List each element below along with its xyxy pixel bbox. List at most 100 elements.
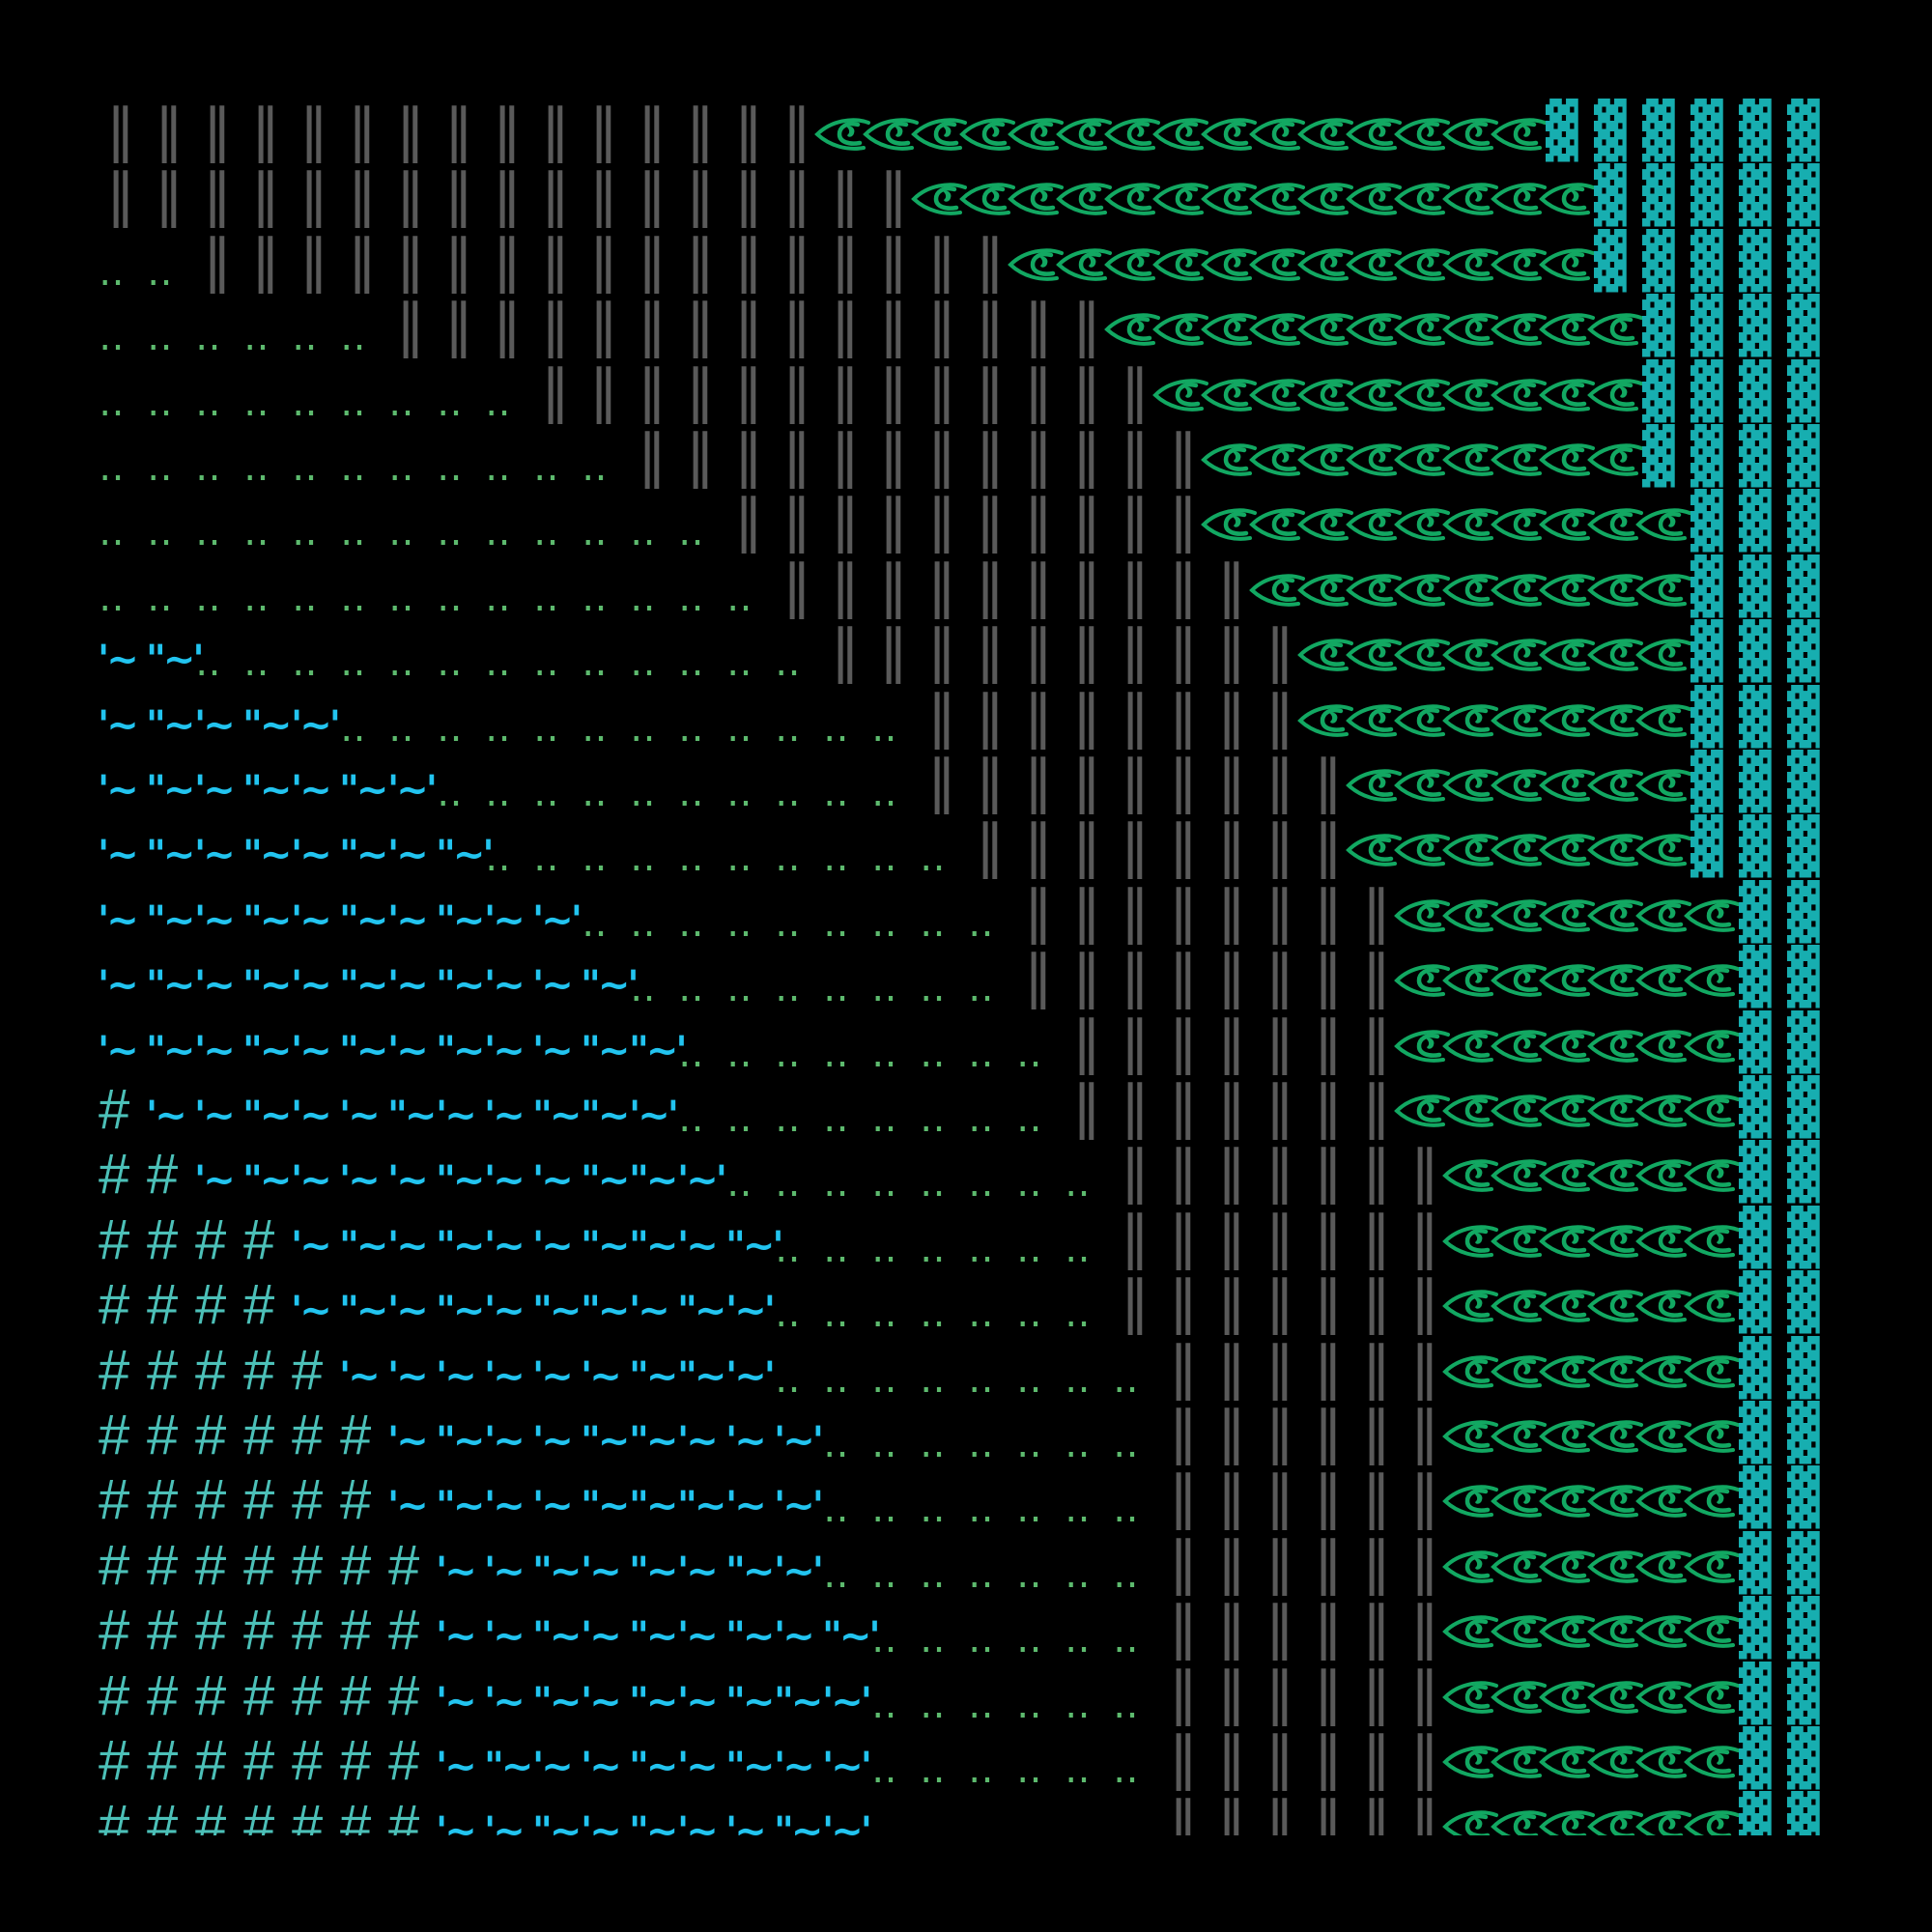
block-char: ▓ <box>1787 815 1820 879</box>
dots-glyph: ‥ <box>869 1660 918 1724</box>
block-char: ▓ <box>1690 815 1723 879</box>
bar-glyph: ‖ <box>821 422 869 487</box>
art-row: ‖‖‖‖‖‖‖‖‖‖‖‖‖‖‖‖‖▓▓▓▓▓▓ <box>97 161 1835 226</box>
bar-glyph: ‖ <box>580 357 628 422</box>
block-glyph: ▓ <box>1787 487 1835 552</box>
bar-char: ‖ <box>1265 1203 1294 1271</box>
bar-char: ‖ <box>1121 356 1150 425</box>
wave-char: '~ <box>677 1419 719 1463</box>
wave-char: '~ <box>725 1484 767 1529</box>
block-glyph: ▓ <box>1690 812 1739 877</box>
block-glyph: ▓ <box>1739 292 1787 356</box>
wave-char: '~ <box>484 1028 526 1073</box>
block-glyph: ▓ <box>1739 227 1787 292</box>
bar-glyph: ‖ <box>966 227 1014 292</box>
bar-glyph: ‖ <box>724 227 773 292</box>
bar-glyph: ‖ <box>1304 1594 1352 1659</box>
bar-char: ‖ <box>1314 1008 1343 1076</box>
bar-char: ‖ <box>1314 1528 1343 1597</box>
eye-icon <box>1539 508 1595 542</box>
dots-char: ‥ <box>726 640 753 686</box>
wave-char: '~ <box>98 638 139 683</box>
dots-char: ‥ <box>871 1682 897 1727</box>
wave-glyph: '~ <box>724 1399 773 1463</box>
wave-glyph: "~ <box>676 1268 726 1333</box>
wave-glyph: '~ <box>483 878 531 943</box>
dots-glyph: ‥ <box>918 1724 966 1789</box>
block-glyph: ▓ <box>1787 1138 1835 1203</box>
block-char: ▓ <box>1739 1076 1772 1139</box>
wave-char: "~ <box>436 1158 485 1204</box>
dots-char: ‥ <box>1065 1487 1091 1532</box>
dots-glyph: ‥ <box>966 943 1014 1008</box>
bar-char: ‖ <box>927 292 956 360</box>
bar-char: ‖ <box>1265 943 1294 1011</box>
wave-glyph: '~ <box>193 1073 242 1138</box>
block-char: ▓ <box>1690 425 1723 488</box>
eye-glyph <box>1539 812 1595 877</box>
hash-glyph: # <box>242 1660 290 1724</box>
wave-char: "~ <box>629 1548 678 1594</box>
block-char: ▓ <box>1787 946 1820 1009</box>
dots-char: ‥ <box>1065 1292 1091 1337</box>
bar-glyph: ‖ <box>1304 943 1352 1008</box>
hash-glyph: # <box>97 1529 145 1594</box>
wave-glyph: '~ <box>97 812 145 877</box>
bar-char: ‖ <box>734 292 763 360</box>
eye-icon <box>1539 574 1595 607</box>
block-glyph: ▓ <box>1739 1724 1787 1789</box>
dots-glyph: ‥ <box>966 1009 1014 1073</box>
wave-glyph: "~ <box>580 1009 630 1073</box>
dots-glyph: ‥ <box>338 422 386 487</box>
bar-char: ‖ <box>396 292 425 360</box>
bar-glyph: ‖ <box>918 553 966 617</box>
eye-icon <box>1201 118 1257 151</box>
block-char: ▓ <box>1690 751 1723 813</box>
wave-glyph: "~ <box>242 748 292 812</box>
eye-icon <box>1491 508 1547 542</box>
bar-char: ‖ <box>1024 356 1053 425</box>
bar-glyph: ‖ <box>1014 748 1063 812</box>
hash-glyph: # <box>386 1529 435 1594</box>
eye-icon <box>1491 703 1547 737</box>
wave-glyph: '~ <box>483 1073 531 1138</box>
block-char: ▓ <box>1642 99 1675 162</box>
hash-glyph: # <box>338 1529 386 1594</box>
bar-glyph: ‖ <box>242 97 290 161</box>
eye-icon <box>1635 769 1691 802</box>
dots-char: ‥ <box>582 575 608 620</box>
bar-glyph: ‖ <box>1159 683 1208 748</box>
wave-glyph: '~ <box>676 1204 724 1268</box>
dots-glyph: ‥ <box>869 1204 918 1268</box>
eye-icon <box>1587 1290 1643 1322</box>
bar-char: ‖ <box>782 552 811 620</box>
wave-char: '~ <box>484 1614 526 1660</box>
dots-glyph: ‥ <box>531 617 580 682</box>
bar-glyph: ‖ <box>1159 748 1208 812</box>
block-glyph: ▓ <box>1739 1334 1787 1399</box>
dots-char: ‥ <box>195 575 221 620</box>
bar-char: ‖ <box>1217 1138 1246 1207</box>
eye-glyph <box>1539 878 1595 943</box>
dots-glyph: ‥ <box>1014 1138 1063 1203</box>
bar-char: ‖ <box>927 682 956 751</box>
eye-glyph <box>1249 227 1305 292</box>
eye-glyph <box>1008 227 1064 292</box>
dots-glyph: ‥ <box>821 683 869 748</box>
eye-icon <box>1442 574 1498 607</box>
eye-glyph <box>1635 617 1691 682</box>
bar-glyph: ‖ <box>1208 943 1256 1008</box>
eye-glyph <box>1635 1204 1691 1268</box>
bar-char: ‖ <box>1314 1463 1343 1532</box>
dots-glyph: ‥ <box>338 553 386 617</box>
hash-glyph: # <box>242 1529 290 1594</box>
dots-glyph: ‥ <box>435 617 483 682</box>
wave-char: "~' <box>822 1614 881 1660</box>
dots-glyph: ‥ <box>676 748 724 812</box>
eye-glyph <box>1587 1789 1643 1835</box>
bar-glyph: ‖ <box>435 227 483 292</box>
dots-glyph: ‥ <box>1014 1529 1063 1594</box>
bar-glyph: ‖ <box>1159 1204 1208 1268</box>
bar-char: ‖ <box>734 356 763 425</box>
dots-char: ‥ <box>292 380 318 425</box>
